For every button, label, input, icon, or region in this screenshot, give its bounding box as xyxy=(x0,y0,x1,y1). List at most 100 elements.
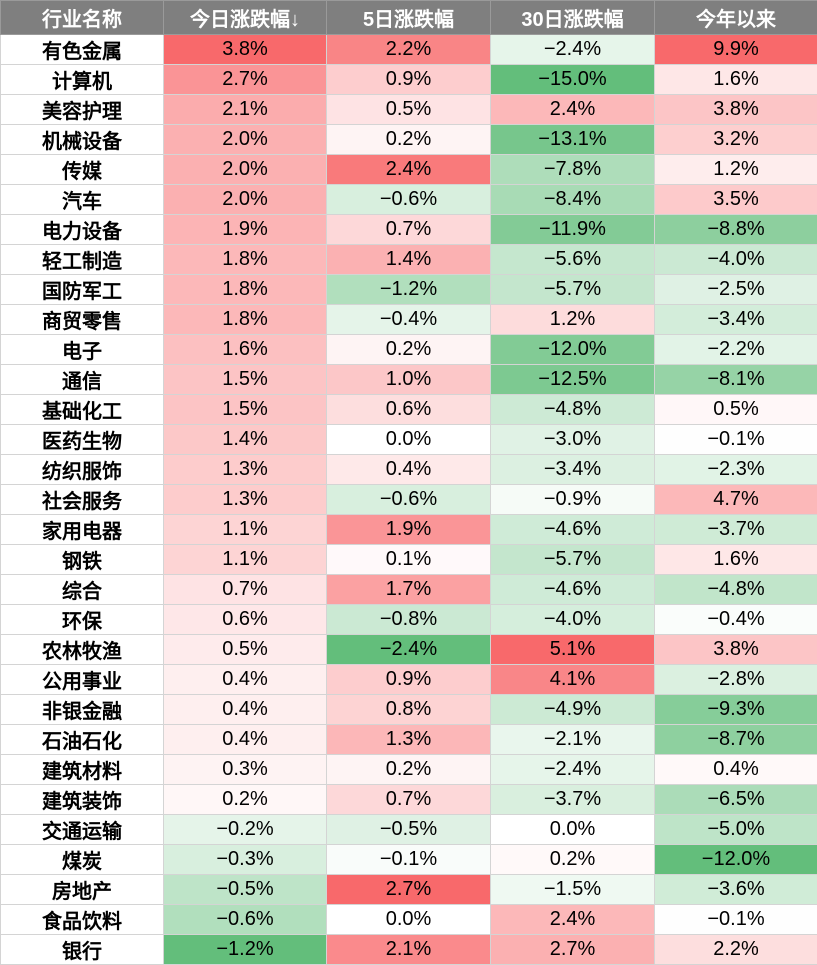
today-change-cell: 1.1% xyxy=(164,515,327,545)
ytd-change-cell: 3.8% xyxy=(655,95,817,125)
today-change-cell: 1.9% xyxy=(164,215,327,245)
ytd-change-cell: −0.1% xyxy=(655,905,817,935)
5day-change-cell: 0.8% xyxy=(327,695,491,725)
ytd-change-cell: 1.2% xyxy=(655,155,817,185)
ytd-change-cell: −12.0% xyxy=(655,845,817,875)
30day-change-cell: 0.2% xyxy=(491,845,655,875)
ytd-change-cell: −8.1% xyxy=(655,365,817,395)
5day-change-cell: −2.4% xyxy=(327,635,491,665)
ytd-change-cell: −3.7% xyxy=(655,515,817,545)
industry-name-cell: 基础化工 xyxy=(1,395,164,425)
30day-change-cell: −8.4% xyxy=(491,185,655,215)
industry-name-cell: 传媒 xyxy=(1,155,164,185)
ytd-change-cell: −8.8% xyxy=(655,215,817,245)
30day-change-cell: 2.4% xyxy=(491,95,655,125)
5day-change-cell: 0.0% xyxy=(327,905,491,935)
industry-name-cell: 农林牧渔 xyxy=(1,635,164,665)
5day-change-cell: 0.6% xyxy=(327,395,491,425)
industry-name-cell: 社会服务 xyxy=(1,485,164,515)
industry-name-cell: 煤炭 xyxy=(1,845,164,875)
header-30day-change[interactable]: 30日涨跌幅 xyxy=(491,1,655,35)
ytd-change-cell: 3.5% xyxy=(655,185,817,215)
5day-change-cell: 2.4% xyxy=(327,155,491,185)
30day-change-cell: −3.0% xyxy=(491,425,655,455)
today-change-cell: 1.1% xyxy=(164,545,327,575)
ytd-change-cell: 1.6% xyxy=(655,545,817,575)
ytd-change-cell: −2.5% xyxy=(655,275,817,305)
5day-change-cell: 1.7% xyxy=(327,575,491,605)
header-today-change[interactable]: 今日涨跌幅↓ xyxy=(164,1,327,35)
30day-change-cell: 2.4% xyxy=(491,905,655,935)
today-change-cell: −1.2% xyxy=(164,935,327,965)
today-change-cell: 1.4% xyxy=(164,425,327,455)
industry-name-cell: 综合 xyxy=(1,575,164,605)
industry-name-cell: 轻工制造 xyxy=(1,245,164,275)
industry-name-cell: 计算机 xyxy=(1,65,164,95)
5day-change-cell: 1.4% xyxy=(327,245,491,275)
30day-change-cell: −11.9% xyxy=(491,215,655,245)
5day-change-cell: 2.7% xyxy=(327,875,491,905)
30day-change-cell: −5.7% xyxy=(491,545,655,575)
30day-change-cell: −12.5% xyxy=(491,365,655,395)
header-ytd-change[interactable]: 今年以来 xyxy=(655,1,817,35)
ytd-change-cell: −2.3% xyxy=(655,455,817,485)
ytd-change-cell: −4.0% xyxy=(655,245,817,275)
ytd-change-cell: −8.7% xyxy=(655,725,817,755)
industry-name-cell: 电子 xyxy=(1,335,164,365)
industry-name-cell: 交通运输 xyxy=(1,815,164,845)
today-change-cell: 2.1% xyxy=(164,95,327,125)
today-change-cell: −0.6% xyxy=(164,905,327,935)
today-change-cell: 0.2% xyxy=(164,785,327,815)
5day-change-cell: −0.8% xyxy=(327,605,491,635)
today-change-cell: 0.4% xyxy=(164,665,327,695)
ytd-change-cell: 9.9% xyxy=(655,35,817,65)
today-change-cell: 2.0% xyxy=(164,155,327,185)
header-5day-change[interactable]: 5日涨跌幅 xyxy=(327,1,491,35)
5day-change-cell: 0.7% xyxy=(327,785,491,815)
ytd-change-cell: −9.3% xyxy=(655,695,817,725)
today-change-cell: 1.5% xyxy=(164,365,327,395)
industry-name-cell: 纺织服饰 xyxy=(1,455,164,485)
industry-name-cell: 通信 xyxy=(1,365,164,395)
30day-change-cell: −2.4% xyxy=(491,755,655,785)
today-change-cell: 3.8% xyxy=(164,35,327,65)
header-industry-name[interactable]: 行业名称 xyxy=(1,1,164,35)
today-change-cell: 0.6% xyxy=(164,605,327,635)
30day-change-cell: 2.7% xyxy=(491,935,655,965)
today-change-cell: 1.3% xyxy=(164,485,327,515)
ytd-change-cell: 3.2% xyxy=(655,125,817,155)
5day-change-cell: 1.3% xyxy=(327,725,491,755)
today-change-cell: −0.5% xyxy=(164,875,327,905)
30day-change-cell: 1.2% xyxy=(491,305,655,335)
industry-name-cell: 石油石化 xyxy=(1,725,164,755)
ytd-change-cell: −6.5% xyxy=(655,785,817,815)
ytd-change-cell: −0.1% xyxy=(655,425,817,455)
30day-change-cell: −3.7% xyxy=(491,785,655,815)
30day-change-cell: −12.0% xyxy=(491,335,655,365)
today-change-cell: 1.8% xyxy=(164,245,327,275)
5day-change-cell: −0.4% xyxy=(327,305,491,335)
today-change-cell: 1.6% xyxy=(164,335,327,365)
industry-name-cell: 医药生物 xyxy=(1,425,164,455)
30day-change-cell: 5.1% xyxy=(491,635,655,665)
30day-change-cell: −3.4% xyxy=(491,455,655,485)
